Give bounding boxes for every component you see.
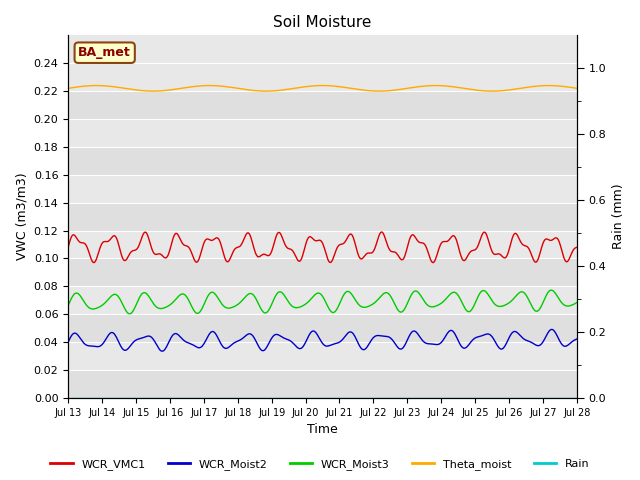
X-axis label: Time: Time	[307, 423, 338, 436]
Y-axis label: Rain (mm): Rain (mm)	[612, 184, 625, 250]
Bar	[68, 203, 577, 230]
Title: Soil Moisture: Soil Moisture	[273, 15, 372, 30]
Y-axis label: VWC (m3/m3): VWC (m3/m3)	[15, 173, 28, 261]
Bar	[68, 147, 577, 175]
Text: BA_met: BA_met	[78, 46, 131, 59]
Bar	[68, 91, 577, 119]
Bar	[68, 370, 577, 398]
Legend: WCR_VMC1, WCR_Moist2, WCR_Moist3, Theta_moist, Rain: WCR_VMC1, WCR_Moist2, WCR_Moist3, Theta_…	[46, 455, 594, 474]
Bar	[68, 314, 577, 342]
Bar	[68, 258, 577, 287]
